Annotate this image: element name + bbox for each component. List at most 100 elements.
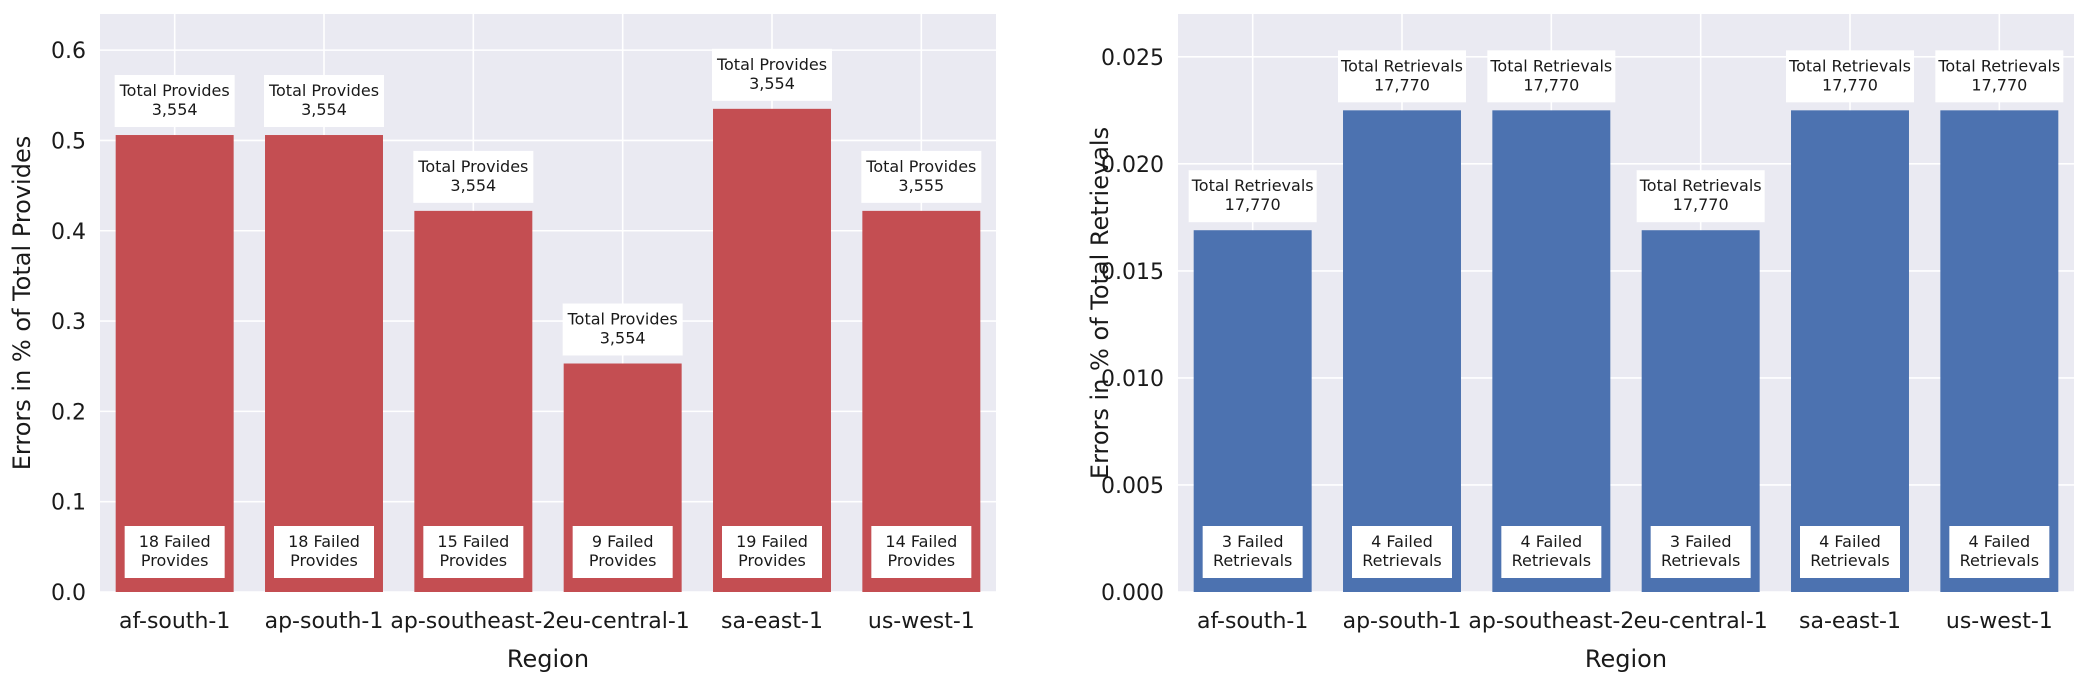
x-axis-title: Region xyxy=(507,645,589,673)
x-tick-label: ap-southeast-2 xyxy=(1468,609,1634,634)
x-tick-label: eu-central-1 xyxy=(556,609,690,634)
bar-top-label-box xyxy=(1935,50,2064,103)
bar-top-label-box xyxy=(1487,50,1616,103)
y-tick-label: 0.015 xyxy=(1101,260,1164,285)
bar-bottom-label-line2: Retrievals xyxy=(1960,551,2039,570)
bar-bottom-label-line2: Retrievals xyxy=(1661,551,1740,570)
bar-top-label-line2: 17,770 xyxy=(1971,75,2027,94)
y-tick-label: 0.6 xyxy=(51,39,86,64)
chart-panel-1: 0.00.10.20.30.40.50.618 FailedProvidesTo… xyxy=(8,14,996,673)
bar-top-label-line2: 3,554 xyxy=(450,176,496,195)
bar xyxy=(1940,110,2059,592)
bar-top-label-line1: Total Provides xyxy=(268,81,379,100)
x-tick-label: us-west-1 xyxy=(868,609,975,634)
x-tick-label: eu-central-1 xyxy=(1634,609,1768,634)
bar-bottom-label-box xyxy=(722,526,822,578)
plot-area xyxy=(1178,14,2074,592)
bar-bottom-label-line2: Retrievals xyxy=(1512,551,1591,570)
bar-bottom-label-line1: 14 Failed xyxy=(885,532,957,551)
y-tick-label: 0.4 xyxy=(51,220,86,245)
bar xyxy=(713,108,831,592)
bar-top-label-line2: 3,554 xyxy=(152,100,198,119)
bar xyxy=(1343,110,1461,592)
bar xyxy=(265,135,383,593)
bar-top-label-box xyxy=(413,150,534,203)
bar-top-label-box xyxy=(1338,50,1466,103)
bar-top-label-box xyxy=(114,75,235,128)
bar-bottom-label-line1: 18 Failed xyxy=(288,532,360,551)
bar-bottom-label-line1: 3 Failed xyxy=(1222,532,1284,551)
bar-bottom-label-line2: Provides xyxy=(738,551,806,570)
y-tick-label: 0.005 xyxy=(1101,474,1164,499)
bar-bottom-label-line2: Provides xyxy=(290,551,358,570)
bar-bottom-label-line2: Provides xyxy=(141,551,209,570)
bar-bottom-label-line1: 9 Failed xyxy=(592,532,654,551)
bar-bottom-label-line2: Provides xyxy=(440,551,508,570)
bar-bottom-label-box xyxy=(1650,526,1751,578)
bar xyxy=(1492,110,1611,592)
x-tick-label: ap-south-1 xyxy=(1343,609,1462,634)
bar-top-label-box xyxy=(562,303,683,356)
y-tick-label: 0.010 xyxy=(1101,367,1164,392)
bar-bottom-label-line2: Retrievals xyxy=(1362,551,1441,570)
bar-top-label-line1: Total Retrievals xyxy=(1340,56,1463,75)
bar-bottom-label-line1: 15 Failed xyxy=(437,532,509,551)
bar-bottom-label-box xyxy=(1800,526,1900,578)
bar-top-label-line2: 3,554 xyxy=(600,329,646,348)
bar-top-label-line1: Total Provides xyxy=(119,81,230,100)
bar-top-label-line1: Total Provides xyxy=(417,157,528,176)
bar-bottom-label-box xyxy=(1949,526,2050,578)
bar xyxy=(1791,110,1909,592)
x-tick-label: sa-east-1 xyxy=(721,609,823,634)
y-tick-label: 0.2 xyxy=(51,400,86,425)
x-axis-title: Region xyxy=(1585,645,1667,673)
bar-bottom-label-line1: 4 Failed xyxy=(1819,532,1881,551)
bar-bottom-label-line2: Provides xyxy=(888,551,956,570)
bar-top-label-line2: 3,555 xyxy=(898,176,944,195)
y-tick-label: 0.020 xyxy=(1101,153,1164,178)
bar-bottom-label-line1: 4 Failed xyxy=(1520,532,1582,551)
y-tick-label: 0.025 xyxy=(1101,46,1164,71)
bar-bottom-label-box xyxy=(871,526,972,578)
bar-top-label-box xyxy=(712,48,832,101)
bar-top-label-box xyxy=(1786,50,1914,103)
plot-area xyxy=(100,14,996,592)
bar-top-label-line2: 3,554 xyxy=(301,100,347,119)
bar-top-label-box xyxy=(1188,170,1317,223)
bar-bottom-label-line1: 3 Failed xyxy=(1670,532,1732,551)
bar-bottom-label-line1: 4 Failed xyxy=(1371,532,1433,551)
bar-bottom-label-box xyxy=(572,526,673,578)
bar-top-label-line2: 3,554 xyxy=(749,74,795,93)
x-tick-label: af-south-1 xyxy=(1197,609,1308,634)
y-axis-title: Errors in % of Total Retrievals xyxy=(1086,127,1114,479)
x-tick-label: af-south-1 xyxy=(119,609,230,634)
bar-top-label-line2: 17,770 xyxy=(1225,195,1281,214)
bar-top-label-line1: Total Provides xyxy=(567,310,678,329)
bar-top-label-box xyxy=(264,75,384,128)
bar-bottom-label-line2: Retrievals xyxy=(1810,551,1889,570)
bar-top-label-line2: 17,770 xyxy=(1822,75,1878,94)
bar-top-label-line1: Total Retrievals xyxy=(1937,56,2060,75)
x-tick-label: ap-south-1 xyxy=(265,609,384,634)
bar-top-label-line1: Total Retrievals xyxy=(1191,176,1314,195)
bar-bottom-label-box xyxy=(423,526,524,578)
bar-bottom-label-line1: 19 Failed xyxy=(736,532,808,551)
bar-bottom-label-line2: Retrievals xyxy=(1213,551,1292,570)
bar-bottom-label-box xyxy=(274,526,374,578)
y-tick-label: 0.3 xyxy=(51,310,86,335)
x-tick-label: us-west-1 xyxy=(1946,609,2053,634)
bar-bottom-label-line2: Provides xyxy=(589,551,657,570)
bar-bottom-label-box xyxy=(124,526,225,578)
bar-top-label-line1: Total Retrievals xyxy=(1489,56,1612,75)
bar-top-label-box xyxy=(861,150,982,203)
bar-bottom-label-line1: 18 Failed xyxy=(139,532,211,551)
x-tick-label: sa-east-1 xyxy=(1799,609,1901,634)
bar-top-label-line1: Total Retrievals xyxy=(1639,176,1762,195)
bar-bottom-label-box xyxy=(1501,526,1602,578)
bar-top-label-box xyxy=(1636,170,1765,223)
bar-top-label-line1: Total Provides xyxy=(865,157,976,176)
bar-top-label-line2: 17,770 xyxy=(1374,75,1430,94)
